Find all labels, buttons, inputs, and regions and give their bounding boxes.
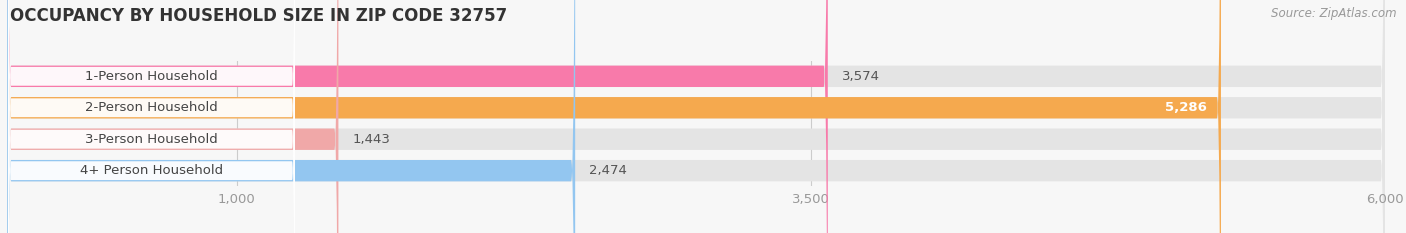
FancyBboxPatch shape (7, 0, 828, 233)
FancyBboxPatch shape (7, 0, 1385, 233)
FancyBboxPatch shape (8, 0, 295, 233)
FancyBboxPatch shape (8, 0, 295, 233)
FancyBboxPatch shape (8, 0, 295, 233)
Text: 3-Person Household: 3-Person Household (86, 133, 218, 146)
FancyBboxPatch shape (7, 0, 1385, 233)
FancyBboxPatch shape (7, 0, 1385, 233)
Text: 2-Person Household: 2-Person Household (86, 101, 218, 114)
Text: 4+ Person Household: 4+ Person Household (80, 164, 224, 177)
Text: 1-Person Household: 1-Person Household (86, 70, 218, 83)
Text: 5,286: 5,286 (1166, 101, 1208, 114)
FancyBboxPatch shape (7, 0, 1385, 233)
FancyBboxPatch shape (7, 0, 339, 233)
Text: 3,574: 3,574 (842, 70, 880, 83)
Text: OCCUPANCY BY HOUSEHOLD SIZE IN ZIP CODE 32757: OCCUPANCY BY HOUSEHOLD SIZE IN ZIP CODE … (10, 7, 508, 25)
Text: Source: ZipAtlas.com: Source: ZipAtlas.com (1271, 7, 1396, 20)
FancyBboxPatch shape (7, 0, 1220, 233)
FancyBboxPatch shape (8, 0, 295, 233)
Text: 1,443: 1,443 (352, 133, 389, 146)
Text: 2,474: 2,474 (589, 164, 627, 177)
FancyBboxPatch shape (7, 0, 575, 233)
